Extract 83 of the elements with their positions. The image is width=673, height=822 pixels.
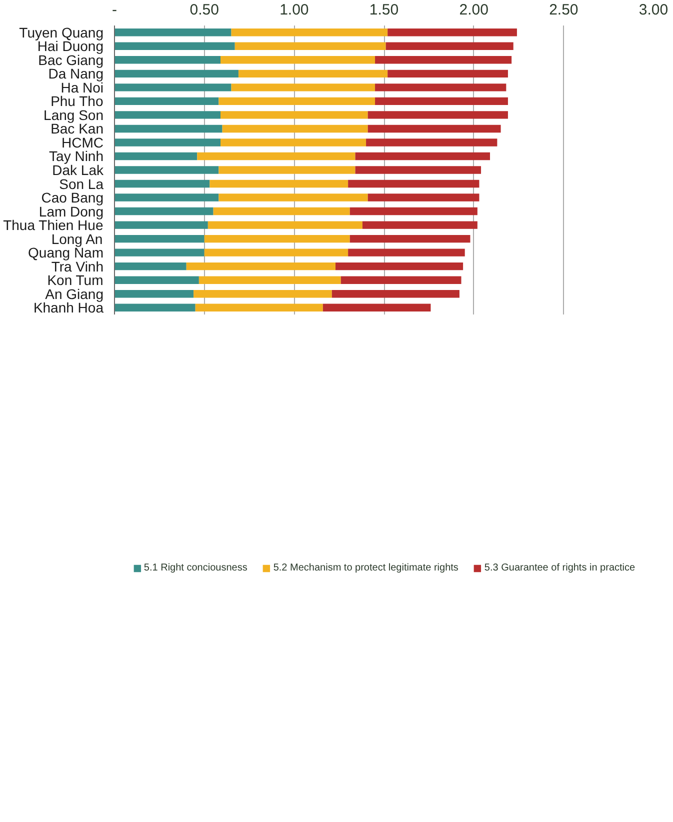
y-tick-label: Tuyen Quang [19,24,104,40]
bar [114,138,221,146]
bar [210,180,348,188]
bar [194,290,332,298]
bar [208,221,362,229]
y-tick-label: Son La [59,176,104,192]
x-tick-label: 1.50 [369,2,399,18]
bar [213,207,350,216]
y-tick-label: An Giang [45,286,104,302]
y-tick-label: Kon Tum [47,272,104,288]
bar [350,207,478,216]
x-tick-label: 3.00 [638,2,668,18]
bar [375,56,512,64]
bar [335,262,464,270]
bar [114,166,219,174]
y-tick-label: Long An [51,230,103,247]
x-tick-label: 2.00 [459,2,488,18]
bar [231,84,376,92]
bar [114,248,204,256]
bar [220,138,366,146]
bar [218,194,368,202]
bar [195,304,323,312]
bar [386,42,514,50]
bar [114,56,221,64]
bar [375,84,506,92]
x-tick-label: - [112,2,117,18]
bar [375,97,508,106]
bar [368,111,508,119]
bar [238,70,388,78]
bar [340,276,462,284]
x-tick-label: 1.00 [280,2,309,18]
y-tick-label: Lang Son [44,106,104,123]
bar [362,221,478,229]
bar [366,138,498,146]
bar [218,166,356,174]
bar [114,262,186,270]
bar [368,194,480,202]
bar [114,84,232,92]
bar [355,152,490,160]
bar [368,124,501,133]
bar [114,97,219,106]
bar [114,304,196,312]
bar [322,304,431,312]
bar [231,28,388,36]
y-tick-label: Phu Tho [50,93,104,110]
bar [355,166,482,174]
legend-label: 5.2 Mechanism to protect legitimate rights [273,562,458,574]
bar [220,111,368,119]
bar [218,97,376,106]
bar [114,28,232,36]
bar [204,234,350,243]
bar [114,111,221,119]
y-tick-label: Tay Ninh [49,148,104,164]
y-tick-label: Cao Bang [41,190,104,206]
bar [222,124,368,133]
bar [114,290,194,298]
x-tick-label: 0.50 [190,2,219,18]
bar [220,56,376,64]
bar [234,42,386,50]
legend-label: 5.1 Right conciousness [144,562,248,574]
bar [114,70,238,78]
bar [197,152,356,160]
bar [114,221,208,229]
bar [388,28,517,36]
bar [204,248,348,256]
x-tick-label: 2.50 [549,2,578,18]
bar [114,152,198,160]
bar [114,180,210,188]
bar [350,234,470,243]
y-tick-label: HCMC [62,134,104,150]
bar [332,290,460,298]
bar [114,124,222,133]
legend-label: 5.3 Guarantee of rights in practice [484,562,636,574]
bar [348,248,465,256]
bar [114,276,199,284]
bar [114,234,204,243]
bar [348,180,480,188]
bar [114,194,219,202]
bar [388,70,508,78]
bar [114,207,214,216]
bar [186,262,336,270]
bar [198,276,341,284]
bar [114,42,235,50]
